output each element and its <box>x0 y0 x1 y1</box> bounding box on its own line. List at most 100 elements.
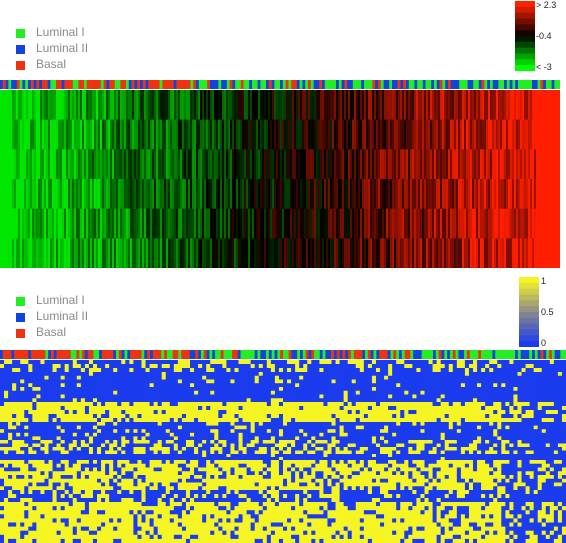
heatmap-cell <box>347 422 353 426</box>
heatmap-cell <box>396 422 401 426</box>
heatmap-cell <box>352 208 355 239</box>
heatmap-cell <box>105 432 110 437</box>
heatmap-cell <box>169 432 175 437</box>
heatmap-cell <box>198 90 201 121</box>
heatmap-cell <box>481 398 486 403</box>
heatmap-cell <box>270 406 276 411</box>
heatmap-cell <box>266 414 272 419</box>
heatmap-cell <box>414 119 417 150</box>
sample-annotation-cell <box>268 350 272 359</box>
heatmap-cell <box>76 410 82 415</box>
heatmap-cell <box>72 119 75 150</box>
heatmap-cell <box>194 425 199 430</box>
heatmap-cell <box>303 372 308 377</box>
heatmap-cell <box>168 90 171 121</box>
heatmap-cell <box>220 119 223 150</box>
heatmap-cell <box>113 432 118 437</box>
heatmap-cell <box>48 398 53 403</box>
heatmap-cell <box>481 368 486 373</box>
heatmap-cell <box>192 208 195 239</box>
heatmap-cell <box>68 238 71 268</box>
legend-swatch <box>16 313 25 322</box>
heatmap-cell <box>343 402 348 407</box>
heatmap-cell <box>158 149 161 180</box>
heatmap-cell <box>355 372 361 377</box>
heatmap-cell <box>4 383 9 388</box>
heatmap-cell <box>537 410 543 415</box>
heatmap-cell <box>130 90 133 121</box>
heatmap-cell <box>109 394 114 399</box>
heatmap-cell <box>456 375 462 380</box>
heatmap-cell <box>481 394 486 399</box>
heatmap-cell <box>352 238 355 268</box>
heatmap-cell <box>16 375 21 380</box>
sample-annotation-cell <box>382 350 386 359</box>
heatmap-cell <box>258 436 264 441</box>
heatmap-cell <box>70 208 73 239</box>
heatmap-cell <box>97 368 102 373</box>
heatmap-cell <box>509 414 514 419</box>
heatmap-cell <box>364 238 367 268</box>
heatmap-cell <box>0 119 3 150</box>
heatmap-cell <box>210 149 213 180</box>
heatmap-cell <box>28 390 33 395</box>
heatmap-cell <box>530 208 533 239</box>
heatmap-cell <box>283 394 288 399</box>
sample-annotation-cell <box>84 80 88 89</box>
heatmap-cell <box>262 406 268 411</box>
heatmap-cell <box>380 398 385 403</box>
heatmap-cell <box>420 372 425 377</box>
heatmap-cell <box>514 179 517 210</box>
heatmap-cell <box>278 390 284 395</box>
heatmap-cell <box>206 436 211 441</box>
sample-annotation-cell <box>243 350 247 359</box>
heatmap-cell <box>490 119 493 150</box>
heatmap-cell <box>505 360 510 365</box>
heatmap-cell <box>254 375 260 380</box>
sample-annotation-cell <box>28 80 32 89</box>
heatmap-cell <box>452 418 458 423</box>
heatmap-cell <box>404 208 407 239</box>
heatmap-cell <box>284 179 287 210</box>
heatmap-cell <box>291 414 296 419</box>
heatmap-cell <box>88 90 91 121</box>
heatmap-cell <box>497 387 502 392</box>
heatmap-cell <box>48 410 53 415</box>
heatmap-cell <box>518 238 521 268</box>
heatmap-cell <box>28 394 33 399</box>
heatmap-cell <box>242 394 247 399</box>
heatmap-cell <box>44 387 49 392</box>
heatmap-cell <box>105 364 110 369</box>
heatmap-cell <box>74 238 77 268</box>
heatmap-cell <box>512 208 515 239</box>
heatmap-cell <box>214 379 219 384</box>
heatmap-cell <box>481 425 486 430</box>
heatmap-cell <box>181 394 187 399</box>
heatmap-cell <box>137 360 142 365</box>
heatmap-cell <box>331 414 336 419</box>
heatmap-cell <box>184 238 187 268</box>
heatmap-cell <box>110 238 113 268</box>
heatmap-cell <box>90 90 93 121</box>
heatmap-cell <box>394 90 397 121</box>
sample-annotation-cell <box>345 350 349 359</box>
heatmap-cell <box>8 119 11 150</box>
heatmap-cell <box>250 149 253 180</box>
sample-annotation-cell <box>93 350 97 359</box>
heatmap-cell <box>56 375 61 380</box>
heatmap-cell <box>408 410 413 415</box>
heatmap-cell <box>344 208 347 239</box>
heatmap-cell <box>456 425 462 430</box>
heatmap-cell <box>476 208 479 239</box>
heatmap-cell <box>12 375 17 380</box>
heatmap-cell <box>20 387 25 392</box>
heatmap-cell <box>238 149 241 180</box>
heatmap-cell <box>141 360 146 365</box>
heatmap-cell <box>545 432 551 437</box>
heatmap-cell <box>336 208 339 239</box>
heatmap-cell <box>494 208 497 239</box>
heatmap-cell <box>372 90 375 121</box>
heatmap-cell <box>113 383 118 388</box>
heatmap-cell <box>558 119 560 150</box>
heatmap-cell <box>335 418 340 423</box>
